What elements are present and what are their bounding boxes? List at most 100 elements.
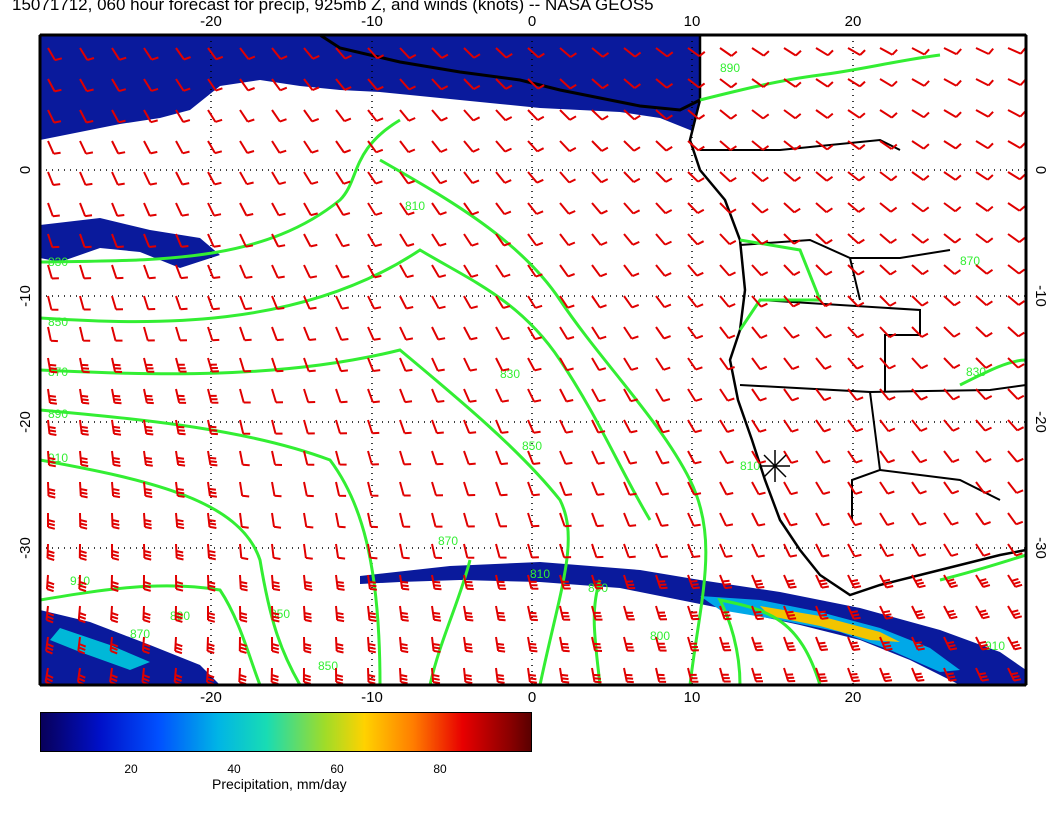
wind-barb (207, 326, 220, 342)
wind-barb (47, 357, 58, 374)
wind-barb (335, 47, 352, 60)
wind-barb (943, 574, 958, 589)
lon-ticks-top: -20 -10 0 10 20 (200, 13, 861, 30)
wind-barb (335, 667, 344, 685)
wind-barb (975, 295, 993, 307)
wind-barb (45, 605, 55, 624)
wind-barb (1007, 543, 1023, 557)
wind-barb (943, 109, 962, 118)
wind-barb (239, 512, 249, 529)
lon-tick-label: -10 (361, 689, 383, 705)
wind-barb (207, 543, 216, 561)
wind-barb (46, 543, 55, 561)
wind-barb (783, 233, 801, 245)
wind-barb (207, 388, 219, 404)
wind-barb (44, 667, 54, 685)
wind-barb (463, 667, 473, 685)
wind-barb (911, 636, 925, 651)
wind-barb (463, 419, 477, 434)
wind-barb (1007, 202, 1026, 212)
wind-barb (79, 357, 90, 374)
wind-barb (815, 419, 831, 433)
wind-barb (495, 481, 508, 497)
wind-barb (495, 388, 509, 403)
wind-barb (206, 636, 215, 654)
wind-barb (207, 295, 220, 311)
wind-barb (527, 202, 544, 215)
wind-barb (975, 140, 994, 150)
wind-barb (943, 450, 960, 464)
wind-barb (527, 109, 545, 121)
wind-barb (815, 450, 831, 464)
wind-barb (911, 450, 928, 464)
wind-barb (141, 636, 151, 655)
wind-barb (79, 140, 94, 155)
lon-tick-label: -10 (361, 13, 383, 30)
contour-labels: 830 850 870 890 910 810 830 850 870 910 … (48, 61, 1005, 673)
wind-barb (975, 326, 993, 338)
wind-barb (431, 543, 443, 559)
wind-barb (271, 295, 285, 310)
wind-barb (271, 171, 287, 186)
wind-barb (303, 264, 318, 279)
wind-barb (847, 202, 866, 213)
wind-barb (943, 481, 960, 495)
wind-barb (815, 233, 833, 245)
wind-barb (655, 233, 672, 246)
wind-barb (271, 450, 283, 466)
wind-barb (655, 512, 669, 527)
wind-barb (687, 636, 699, 652)
wind-barb (687, 171, 705, 183)
wind-barb (591, 295, 607, 309)
precip-southwest (40, 610, 220, 685)
wind-barb (271, 481, 282, 498)
wind-barb (783, 481, 798, 496)
wind-barb (239, 357, 252, 373)
wind-barb (207, 419, 218, 436)
wind-barb (175, 295, 188, 311)
wind-barb (239, 450, 250, 467)
wind-barb (367, 47, 385, 60)
wind-barb (367, 109, 384, 122)
wind-barb (111, 295, 124, 311)
wind-barb (399, 543, 410, 560)
wind-barb (943, 78, 962, 87)
lat-tick-label: -20 (1032, 411, 1049, 433)
wind-barb (271, 47, 288, 60)
wind-barb (879, 233, 897, 244)
contour-label: 830 (500, 367, 520, 381)
wind-barb (687, 326, 704, 340)
colorbar-tick: 20 (124, 762, 138, 776)
wind-barb (879, 481, 895, 495)
wind-barb (79, 202, 93, 218)
wind-barb (271, 140, 287, 154)
wind-barb (911, 543, 927, 558)
wind-barb (815, 388, 832, 402)
wind-barb (879, 667, 893, 683)
wind-barb (399, 605, 409, 622)
wind-barb (431, 419, 444, 435)
wind-barb (303, 357, 316, 373)
wind-barb (1007, 574, 1023, 588)
wind-barb (143, 233, 157, 248)
wind-barb (175, 202, 189, 217)
wind-barb (559, 667, 570, 684)
wind-barb (719, 605, 732, 621)
wind-barb (207, 171, 222, 186)
wind-barb (1007, 667, 1022, 682)
wind-barb (1007, 140, 1026, 149)
wind-barb (559, 202, 576, 215)
wind-barb (527, 233, 544, 247)
wind-barb (335, 388, 348, 404)
wind-barb (367, 512, 378, 529)
wind-barb (238, 636, 247, 654)
wind-barb (559, 419, 574, 434)
wind-barb (623, 295, 640, 309)
wind-barb (303, 78, 320, 92)
wind-barb (495, 202, 512, 216)
west-africa-coast (319, 35, 701, 112)
wind-barb (975, 109, 994, 118)
wind-barb (559, 450, 573, 465)
wind-barb (335, 202, 351, 216)
contour-label: 830 (48, 255, 68, 269)
